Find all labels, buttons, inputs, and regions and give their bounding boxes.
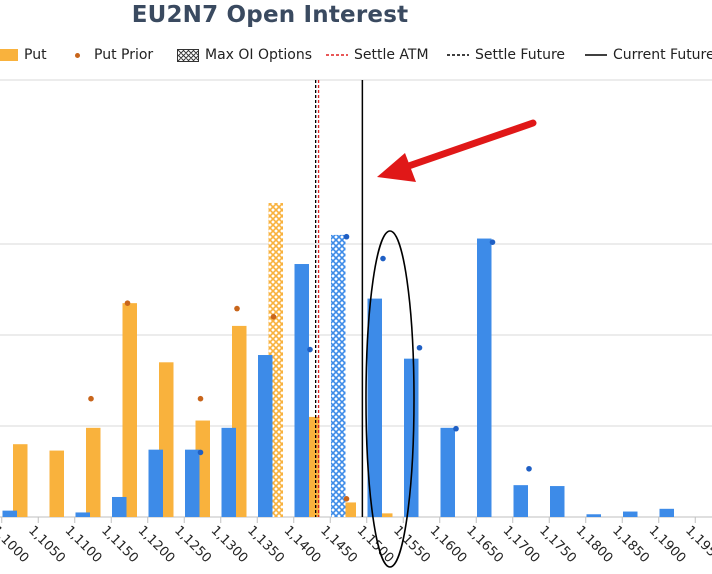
legend-settle-atm[interactable]: Settle ATM [326, 44, 429, 66]
red-arrow-shaft [396, 119, 537, 173]
put-prior-dot [343, 496, 350, 502]
call-prior-dot [453, 425, 459, 432]
legend-max-oi[interactable]: Max OI Options [177, 44, 312, 66]
grid-lines [0, 79, 712, 523]
x-tick-label: 1,1800 [573, 523, 616, 566]
call-prior-dot [416, 344, 423, 351]
put-prior-dot [234, 305, 240, 312]
call-bar [2, 510, 17, 517]
x-tick-label: 1,1200 [135, 523, 178, 566]
put-prior-dot [197, 395, 204, 402]
call-prior-dot [526, 465, 532, 472]
call-bar-max-oi [331, 234, 346, 517]
put-prior-dot [124, 300, 131, 306]
call-prior-dot [197, 449, 204, 456]
chart-legend: Put Put Prior Max OI Options Settle ATM … [0, 44, 712, 66]
legend-max-oi-label: Max OI Options [205, 47, 313, 63]
call-bar [75, 512, 90, 517]
x-tick-label: 1,1650 [463, 523, 506, 566]
bars [2, 203, 674, 518]
call-bar [148, 449, 163, 517]
call-bar [367, 298, 382, 517]
put-prior-dot-icon [75, 52, 80, 58]
call-bar [221, 427, 236, 517]
call-bar [258, 355, 273, 517]
legend-settle-future-label: Settle Future [475, 47, 566, 63]
put-bar [378, 513, 393, 517]
call-bar [659, 508, 674, 517]
call-bar [623, 511, 638, 517]
call-prior-dot [380, 255, 386, 262]
call-bar [404, 358, 419, 517]
x-tick-label: 1,1600 [427, 523, 470, 566]
x-tick-label: 1,1050 [25, 523, 68, 566]
legend-settle-future[interactable]: Settle Future [447, 44, 565, 66]
highlight-ellipse [365, 230, 415, 568]
x-tick-label: 1,1700 [500, 523, 543, 566]
x-tick-label: 1,1900 [646, 523, 689, 566]
put-prior-dot [270, 314, 277, 320]
put-prior-dot [88, 395, 94, 402]
x-tick-label: 1,1150 [98, 523, 141, 566]
put-bar [13, 444, 28, 517]
legend-current-future[interactable]: Current Future [585, 44, 712, 66]
x-tick-label: 1,1300 [208, 523, 251, 566]
annotations [365, 119, 537, 568]
legend-current-future-label: Current Future [613, 47, 712, 63]
legend-settle-atm-label: Settle ATM [354, 47, 429, 63]
x-tick-label: 1,1250 [171, 523, 214, 566]
x-tick-label: 1,1100 [62, 523, 105, 566]
call-bar [477, 238, 492, 518]
put-bar [122, 303, 137, 517]
legend-put-label: Put [24, 47, 47, 63]
call-prior-dot [307, 346, 313, 353]
hatch-swatch-icon [177, 48, 199, 62]
call-bar [513, 485, 528, 517]
put-bar [49, 450, 64, 517]
x-tick-label: 1,1450 [317, 523, 360, 566]
dashed-red-line-icon [326, 54, 348, 56]
call-bar [586, 514, 601, 517]
call-bar [185, 449, 200, 517]
red-arrow-head-icon [377, 153, 416, 182]
put-swatch-icon [0, 49, 18, 61]
legend-put-prior-label: Put Prior [94, 47, 154, 63]
x-tick-label: 1,1850 [609, 523, 652, 566]
reference-lines [314, 80, 364, 517]
call-bar [440, 427, 455, 517]
x-tick-labels: 1,10001,10501,11001,11501,12001,12501,13… [0, 523, 712, 566]
call-prior-dot [489, 239, 496, 245]
x-tick-label: 1,1750 [536, 523, 579, 566]
legend-put-prior[interactable]: Put Prior [75, 44, 153, 66]
chart-title: EU2N7 Open Interest [131, 2, 409, 28]
x-tick-label: 1,1000 [0, 523, 31, 566]
call-prior-dot [343, 233, 350, 240]
solid-black-line-icon [585, 54, 607, 56]
call-bar [550, 486, 565, 517]
x-tick-label: 1,1350 [244, 523, 287, 566]
put-bar [86, 427, 101, 517]
legend-put[interactable]: Put [0, 44, 47, 66]
dashed-black-line-icon [447, 54, 469, 56]
prior-dots [88, 233, 532, 502]
x-tick-label: 1,1950 [682, 523, 712, 566]
call-bar [112, 496, 127, 517]
call-bar [294, 264, 309, 517]
x-tick-label: 1,1400 [281, 523, 324, 566]
